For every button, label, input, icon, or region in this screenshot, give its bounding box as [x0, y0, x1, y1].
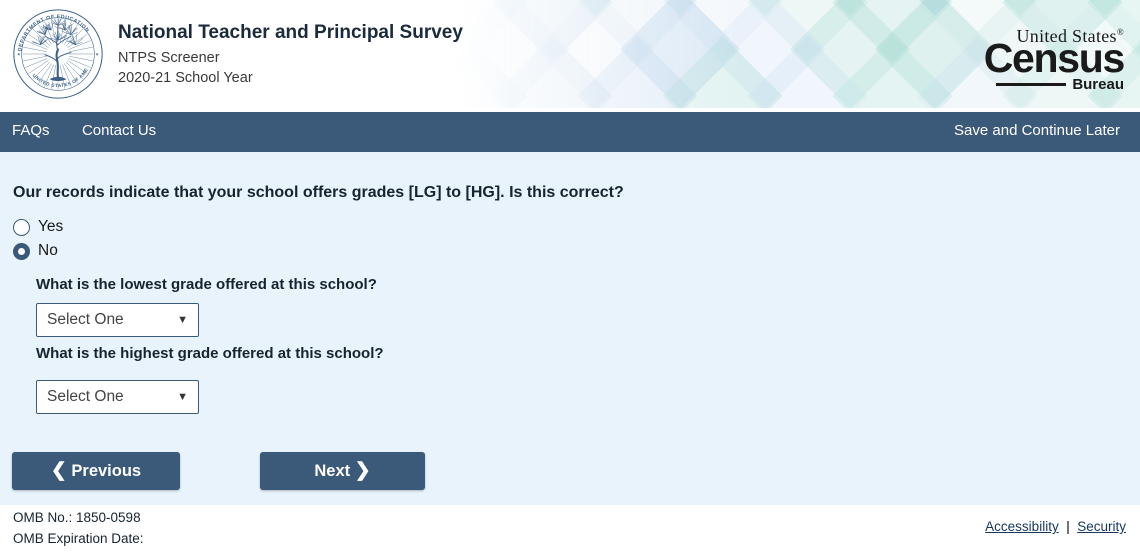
svg-text:★: ★: [95, 51, 99, 56]
svg-text:★: ★: [17, 51, 21, 56]
